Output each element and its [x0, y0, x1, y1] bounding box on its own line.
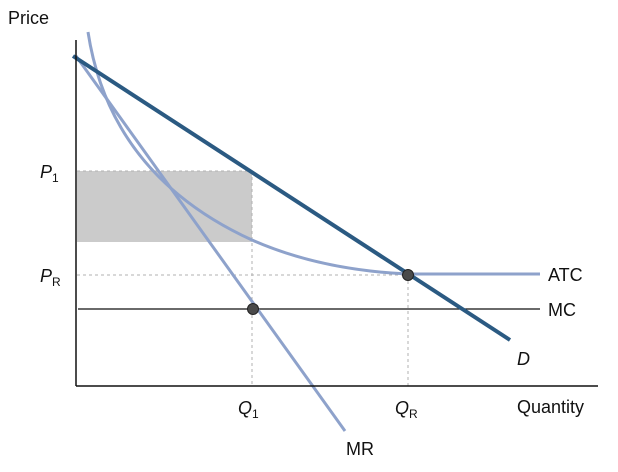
y-axis-label: Price [8, 8, 49, 28]
atc-curve [86, 31, 540, 276]
mr-label: MR [346, 439, 374, 459]
x-axis-label: Quantity [517, 397, 584, 417]
q1-label: Q1 [238, 398, 259, 421]
demand-label: D [517, 349, 530, 369]
qr-subscript: R [409, 407, 418, 421]
qr-main: Q [395, 398, 409, 418]
pr-subscript: R [52, 275, 61, 289]
mr-mc-point [247, 303, 259, 315]
p1-main: P [40, 162, 52, 182]
p1-label: P1 [40, 162, 59, 185]
mr-curve [74, 55, 347, 432]
demand-atc-point [402, 269, 414, 281]
pr-main: P [40, 266, 52, 286]
q1-main: Q [238, 398, 252, 418]
qr-label: QR [395, 398, 418, 421]
p1-subscript: 1 [52, 171, 59, 185]
mc-label: MC [548, 300, 576, 320]
atc-label: ATC [548, 265, 583, 285]
pr-label: PR [40, 266, 61, 289]
demand-curve [71, 54, 512, 342]
q1-subscript: 1 [252, 407, 259, 421]
